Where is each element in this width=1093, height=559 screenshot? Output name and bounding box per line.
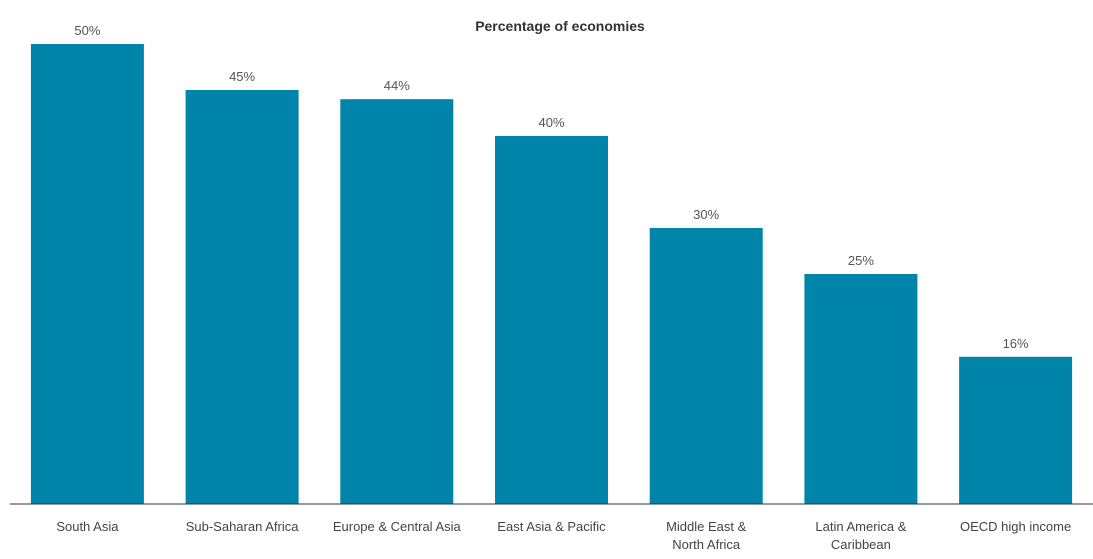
- bar-4: [649, 228, 763, 504]
- category-label-1: Sub-Saharan Africa: [186, 519, 300, 534]
- category-label-5-line-0: Latin America &: [815, 519, 906, 534]
- value-label-6: 16%: [1003, 336, 1029, 351]
- value-label-1: 45%: [229, 69, 255, 84]
- value-label-2: 44%: [384, 78, 410, 93]
- bar-6: [959, 356, 1073, 504]
- category-label-4-line-1: North Africa: [672, 537, 741, 552]
- value-label-0: 50%: [74, 23, 100, 38]
- category-label-0: South Asia: [56, 519, 119, 534]
- value-label-4: 30%: [693, 207, 719, 222]
- bars-group: [30, 44, 1073, 504]
- bar-2: [340, 99, 454, 504]
- value-label-3: 40%: [538, 115, 564, 130]
- category-label-6: OECD high income: [960, 519, 1071, 534]
- bar-5: [804, 274, 918, 504]
- bar-1: [185, 90, 299, 504]
- value-labels-group: 50% 45% 44% 40% 30% 25% 16%: [74, 23, 1029, 351]
- category-label-3: East Asia & Pacific: [497, 519, 606, 534]
- chart-title: Percentage of economies: [475, 18, 645, 34]
- category-label-2: Europe & Central Asia: [333, 519, 462, 534]
- bar-0: [30, 44, 144, 504]
- bar-3: [495, 136, 608, 504]
- value-label-5: 25%: [848, 253, 874, 268]
- category-label-5-line-1: Caribbean: [831, 537, 891, 552]
- category-labels-group: South Asia Sub-Saharan Africa Europe & Cen…: [56, 519, 1071, 552]
- category-label-4-line-0: Middle East &: [666, 519, 747, 534]
